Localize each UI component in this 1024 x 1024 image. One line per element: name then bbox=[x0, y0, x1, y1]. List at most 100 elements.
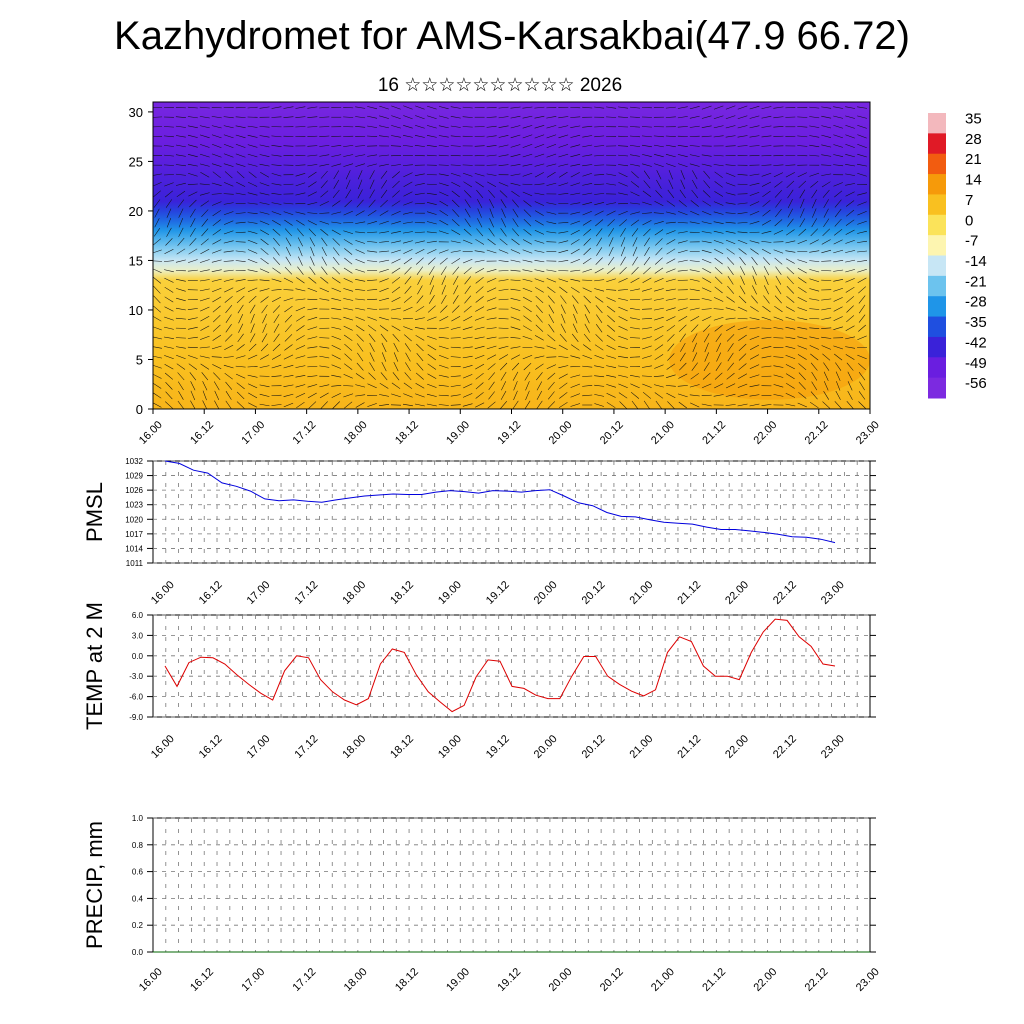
wind-barb bbox=[332, 257, 340, 266]
wind-barb bbox=[271, 145, 282, 147]
wind-barb bbox=[331, 392, 341, 398]
wind-barb bbox=[331, 364, 342, 369]
wind-barb bbox=[692, 352, 698, 362]
wind-barb bbox=[403, 295, 412, 303]
wind-barb bbox=[821, 125, 832, 129]
y-tick-label: 0.8 bbox=[132, 841, 144, 850]
wind-barb bbox=[761, 115, 772, 119]
wind-barb bbox=[809, 154, 820, 157]
wind-barb bbox=[740, 275, 745, 285]
wind-barb bbox=[284, 334, 293, 342]
wind-barb bbox=[367, 221, 377, 225]
wind-barb bbox=[546, 364, 557, 369]
wind-barb bbox=[271, 375, 282, 377]
wind-barb bbox=[212, 229, 221, 236]
wind-barb bbox=[319, 392, 329, 399]
wind-barb bbox=[199, 192, 210, 196]
wind-barb bbox=[857, 153, 867, 158]
wind-barb bbox=[618, 335, 628, 340]
wind-barb bbox=[833, 154, 844, 157]
wind-barb bbox=[653, 298, 664, 301]
wind-barb bbox=[367, 231, 378, 233]
wind-barb bbox=[153, 249, 162, 254]
wind-barb bbox=[321, 246, 327, 257]
wind-barb bbox=[522, 125, 533, 129]
x-tick-label: 19.12 bbox=[484, 579, 512, 607]
wind-barb bbox=[785, 164, 796, 166]
wind-barb bbox=[689, 106, 700, 110]
wind-barb bbox=[655, 190, 663, 198]
wind-barb bbox=[405, 362, 411, 372]
wind-barb bbox=[225, 314, 232, 323]
wind-barb bbox=[295, 298, 306, 301]
wind-barb bbox=[665, 116, 676, 118]
wind-barb bbox=[606, 173, 617, 176]
wind-barb bbox=[836, 381, 841, 391]
wind-barb bbox=[486, 164, 497, 166]
wind-barb bbox=[642, 277, 652, 283]
wind-barb bbox=[450, 106, 461, 109]
wind-barb bbox=[247, 354, 258, 360]
wind-barb bbox=[486, 145, 497, 147]
wind-barb bbox=[391, 105, 401, 110]
wind-barb bbox=[154, 208, 160, 218]
wind-barb bbox=[343, 210, 353, 216]
wind-barb bbox=[475, 239, 485, 245]
wind-barb bbox=[320, 190, 329, 198]
x-tick-label: 19.12 bbox=[495, 966, 523, 994]
x-tick-label: 19.12 bbox=[495, 419, 523, 447]
wind-barb bbox=[307, 154, 318, 157]
wind-barb bbox=[667, 353, 675, 361]
wind-barb bbox=[570, 163, 581, 167]
x-tick-label: 20.12 bbox=[580, 733, 608, 761]
wind-barb bbox=[643, 180, 651, 189]
wind-barb bbox=[414, 317, 425, 320]
wind-barb bbox=[369, 170, 375, 180]
wind-barb bbox=[654, 221, 664, 225]
wind-barb bbox=[618, 116, 629, 118]
wind-barb bbox=[426, 202, 437, 205]
wind-barb bbox=[570, 248, 580, 255]
y-tick-label: 30 bbox=[129, 105, 143, 120]
wind-barb bbox=[176, 288, 186, 292]
wind-barb bbox=[236, 287, 246, 293]
wind-barb bbox=[427, 249, 437, 254]
wind-barb bbox=[584, 323, 590, 333]
wind-barb bbox=[462, 346, 473, 349]
wind-barb bbox=[273, 247, 280, 256]
x-tick-label: 17.12 bbox=[291, 419, 319, 447]
wind-barb bbox=[630, 154, 640, 157]
wind-barb bbox=[225, 391, 232, 400]
wind-barb bbox=[653, 135, 664, 138]
wind-barb bbox=[295, 335, 305, 341]
wind-barb bbox=[821, 307, 832, 311]
y-axis-title: TEMP at 2 M bbox=[82, 602, 107, 730]
wind-barb bbox=[475, 286, 484, 294]
wind-barb bbox=[331, 385, 342, 387]
wind-barb bbox=[833, 306, 843, 312]
wind-barb bbox=[582, 385, 593, 387]
x-tick-label: 18.12 bbox=[388, 733, 416, 761]
wind-barb bbox=[404, 372, 412, 381]
wind-barb bbox=[501, 218, 507, 228]
colorbar-label: -28 bbox=[965, 294, 987, 311]
wind-barb bbox=[513, 390, 518, 401]
wind-barb bbox=[701, 125, 712, 128]
wind-barb bbox=[331, 317, 342, 320]
wind-barb bbox=[677, 249, 688, 254]
wind-barb bbox=[677, 126, 688, 128]
wind-barb bbox=[798, 382, 806, 390]
wind-barb bbox=[546, 171, 556, 178]
wind-barb bbox=[427, 373, 437, 379]
wind-barb bbox=[570, 374, 581, 378]
y-tick-label: -3.0 bbox=[129, 672, 143, 681]
y-tick-label: 1026 bbox=[125, 486, 143, 495]
wind-barb bbox=[379, 135, 390, 138]
wind-barb bbox=[476, 189, 484, 198]
wind-barb bbox=[272, 343, 281, 352]
wind-barb bbox=[570, 134, 581, 138]
wind-barb bbox=[797, 172, 807, 178]
wind-barb bbox=[464, 285, 471, 295]
wind-barb bbox=[248, 295, 257, 304]
wind-barb bbox=[187, 134, 198, 138]
